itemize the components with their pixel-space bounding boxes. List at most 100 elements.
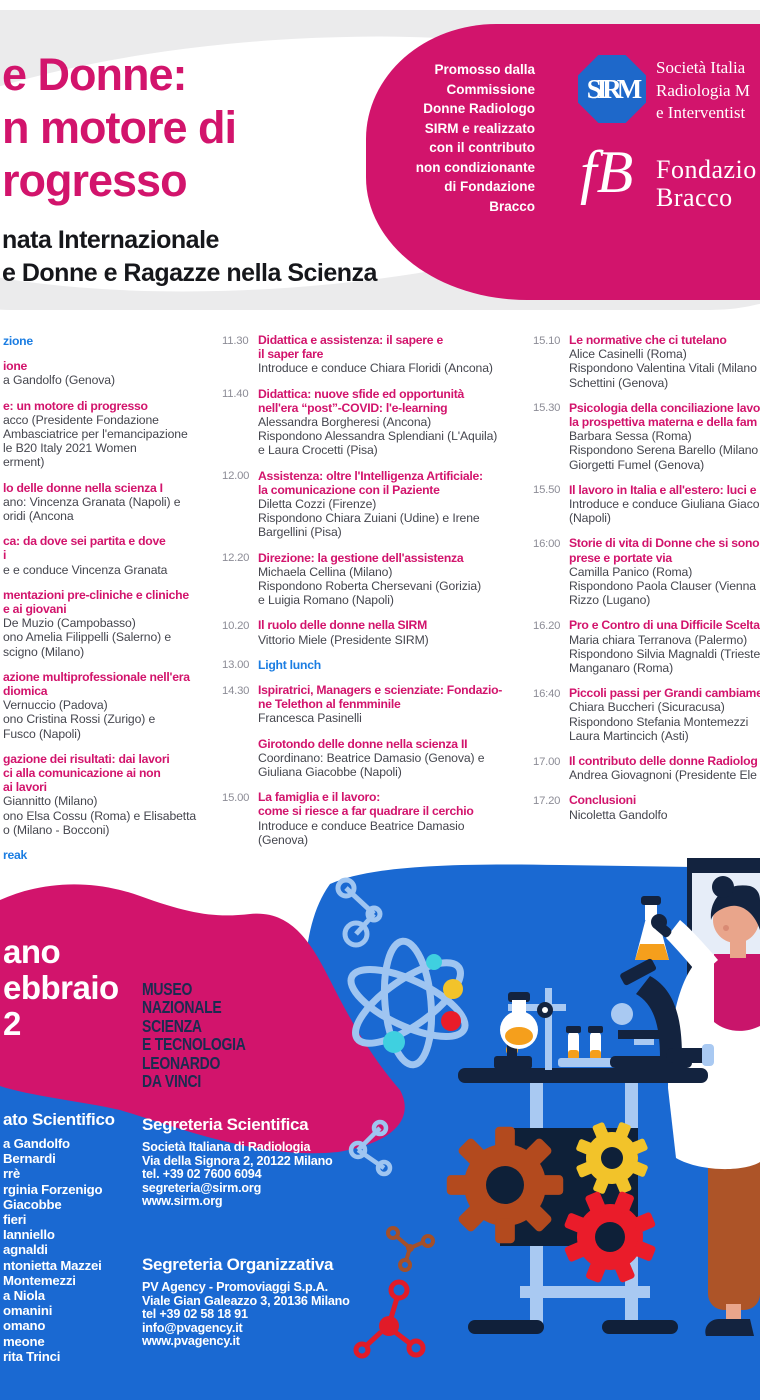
session-title-line: Assistenza: oltre l'Intelligenza Artific…: [258, 468, 483, 483]
session-speaker-line: Giuliana Giacobbe (Napoli): [258, 765, 402, 780]
session-speaker-line: Maria chiara Terranova (Palermo): [569, 632, 748, 647]
program-item: 17.20 Conclusioni Nicoletta Gandolfo: [533, 793, 760, 821]
session-title-line: Il contributo delle donne Radiolog: [569, 754, 758, 769]
session-speaker-line: Bargellini (Pisa): [258, 525, 342, 540]
poster-subtitle-line: e Donne e Ragazze nella Scienza: [2, 259, 377, 287]
committee-heading: ato Scientifico: [3, 1110, 115, 1129]
pants: [708, 1146, 760, 1310]
secretariat-line: tel. +39 02 7600 6094: [142, 1167, 262, 1182]
program-item: azione multiprofessionale nell'era diomic…: [3, 670, 218, 741]
molecule-icon: [348, 1119, 393, 1177]
secretariat-line: Società Italiana di Radiologia: [142, 1140, 311, 1154]
session-title-line: Didattica: nuove sfide ed opportunità: [258, 386, 465, 401]
session-speaker-line: oridi (Ancona: [3, 509, 74, 524]
hair-bun: [712, 876, 734, 898]
session-title-line: Didattica e assistenza: il sapere e: [258, 333, 443, 347]
session-title-line: nell'era “post”-COVID: l'e-learning: [258, 400, 448, 415]
session-time: 15.10: [533, 334, 561, 347]
program-schedule: zione ione a Gandolfo (Genova) e: un mot…: [0, 322, 760, 862]
committee-member: rrè: [3, 1166, 20, 1182]
session-speaker-line: Fusco (Napoli): [3, 726, 81, 741]
committee-member: rita Trinci: [3, 1348, 61, 1364]
scientific-secretariat-heading: Segreteria Scientifica: [142, 1115, 309, 1134]
organizing-secretariat-heading: Segreteria Organizzativa: [142, 1254, 334, 1274]
session-title-line: zione: [3, 334, 33, 348]
session-speaker-line: Introduce e conduce Beatrice Damasio: [258, 818, 465, 833]
session-speaker-line: Giorgetti Fumel (Genova): [569, 457, 705, 472]
promoter-text-line: Donne Radiologo: [423, 101, 535, 116]
session-speaker-line: Manganaro (Roma): [569, 661, 674, 676]
venue-name-line: E TECNOLOGIA: [142, 1034, 246, 1055]
poster-title: e Donne: n motore di rogresso: [2, 48, 237, 207]
program-column-middle: 11.30 Didattica e assistenza: il sapere …: [222, 333, 527, 858]
secretariat-line: PV Agency - Promoviaggi S.p.A.: [142, 1279, 328, 1294]
fondazione-bracco-logo: fB: [580, 139, 634, 205]
session-speaker-line: ano: Vincenza Granata (Napoli) e: [3, 494, 181, 509]
poster-subtitle-line: nata Internazionale: [2, 226, 219, 254]
ring-stand-flask: [500, 988, 566, 1070]
session-title-line: ca: da dove sei partita e dove: [3, 534, 166, 549]
session-speaker-line: erment): [3, 455, 45, 470]
poster-title-line: n motore di: [2, 102, 237, 153]
session-speaker-line: le B20 Italy 2021 Women: [3, 441, 137, 456]
session-speaker-line: Francesca Pasinelli: [258, 711, 362, 726]
session-speaker-line: Introduce e conduce Giuliana Giaco: [569, 497, 760, 512]
shoe: [705, 1319, 754, 1336]
session-title-line: Il ruolo delle donne nella SIRM: [258, 618, 427, 633]
session-title-line: reak: [3, 848, 28, 863]
session-time: 11.30: [222, 334, 249, 347]
session-time: 12.00: [222, 470, 250, 483]
committee-member: Ianniello: [3, 1227, 55, 1243]
session-speaker-line: e e conduce Vincenza Granata: [3, 562, 168, 577]
venue-name: MUSEO NAZIONALE SCIENZA E TECNOLOGIA LEONARD…: [142, 980, 246, 1091]
event-date-line: ano: [3, 933, 61, 970]
committee-member: rginia Forzenigo: [3, 1181, 103, 1197]
sirm-society-name-line: Radiologia M: [656, 80, 750, 100]
session-title-line: La famiglia e il lavoro:: [258, 790, 381, 805]
session-speaker-line: scigno (Milano): [3, 644, 85, 659]
session-speaker-line: Alice Casinelli (Roma): [569, 347, 687, 362]
sirm-society-name-line: e Interventist: [656, 103, 746, 122]
session-title-line: ai lavori: [3, 780, 47, 795]
secretariat-line: Via della Signora 2, 20122 Milano: [142, 1153, 333, 1168]
committee-member: Montemezzi: [3, 1272, 76, 1288]
session-title-line: ione: [3, 359, 28, 374]
scientific-committee: ato Scientifico a Gandolfo Bernardi rrè rgi…: [3, 1110, 115, 1364]
gear-icon: [563, 1109, 661, 1207]
poster-subtitle: nata Internazionale e Donne e Ragazze nel…: [2, 224, 377, 290]
sirm-logo: SIRM: [578, 55, 646, 123]
program-item: 15.30 Psicologia della conciliazione lav…: [533, 401, 760, 472]
venue-name-line: LEONARDO: [142, 1052, 221, 1073]
session-title-line: Le normative che ci tutelano: [569, 333, 727, 347]
program-column-left: zione ione a Gandolfo (Genova) e: un mot…: [3, 334, 218, 873]
session-speaker-line: Ambasciatrice per l'emancipazione: [3, 427, 188, 442]
committee-member: meone: [3, 1333, 45, 1349]
session-speaker-line: Rispondono Roberta Chersevani (Gorizia): [258, 579, 482, 594]
session-speaker-line: Andrea Giovagnoni (Presidente Ele: [569, 768, 757, 783]
molecule-icon: [353, 1279, 426, 1359]
session-title-line: il saper fare: [258, 347, 324, 362]
promoter-text-line: di Fondazione: [444, 179, 535, 194]
committee-member: a Gandolfo: [3, 1136, 70, 1151]
event-date-location: ano ebbraio 2: [3, 934, 119, 1042]
program-item: mentazioni pre-cliniche e cliniche e ai g…: [3, 588, 218, 659]
glove-wrist: [654, 921, 672, 938]
program-item: Girotondo delle donne nella scienza II C…: [222, 737, 527, 780]
session-speaker-line: Nicoletta Gandolfo: [569, 807, 668, 822]
session-title-line: come si riesce a far quadrare il cerchio: [258, 804, 474, 819]
session-time: 12.20: [222, 552, 250, 565]
session-title-line: azione multiprofessionale nell'era: [3, 669, 190, 684]
program-item: 12.20 Direzione: la gestione dell'assist…: [222, 551, 527, 608]
gear-icon: [446, 1126, 564, 1244]
session-title-line: i: [3, 548, 7, 563]
session-speaker-line: o (Milano - Bocconi): [3, 822, 110, 837]
scientific-secretariat: Segreteria Scientifica Società Italiana …: [142, 1115, 392, 1209]
molecule-icon: [386, 1226, 435, 1272]
gloved-forearm: [666, 1044, 714, 1066]
secretariat-line: segreteria@sirm.org: [142, 1180, 262, 1195]
session-speaker-line: Rispondono Paola Clauser (Vienna: [569, 579, 756, 594]
promoter-text-line: con il contributo: [429, 140, 535, 155]
session-speaker-line: (Genova): [258, 832, 309, 847]
program-column-right: 15.10 Le normative che ci tutelano Alice…: [533, 333, 760, 833]
raised-arm-sleeve: [666, 920, 718, 976]
